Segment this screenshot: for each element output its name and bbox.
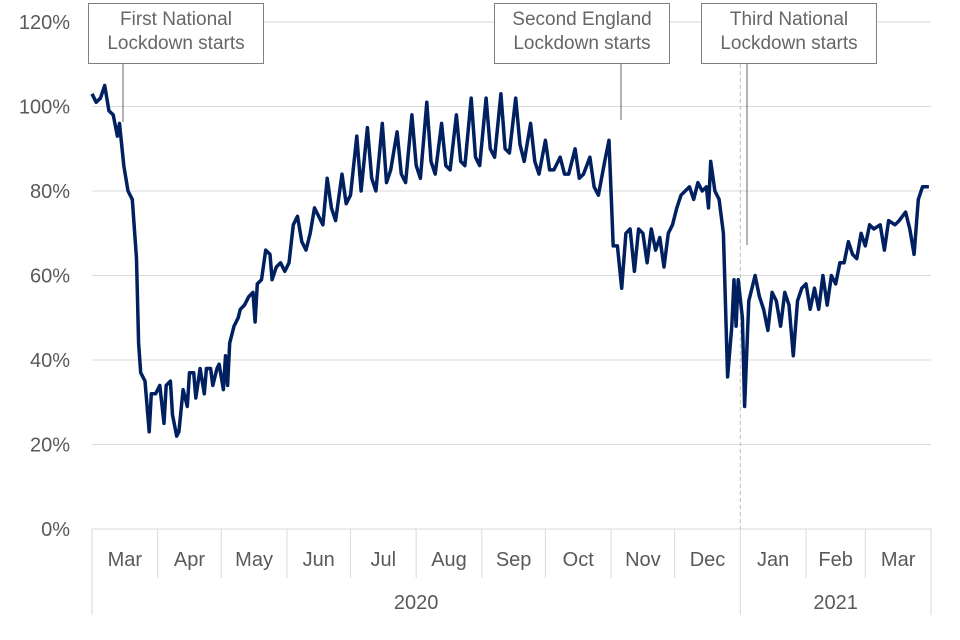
annotation-second-lockdown: Second England Lockdown starts	[494, 3, 670, 64]
y-tick-label: 0%	[41, 519, 70, 541]
x-month-label: Apr	[174, 549, 205, 571]
x-month-label: Jul	[371, 549, 397, 571]
annotation-third-lockdown: Third National Lockdown starts	[701, 3, 877, 64]
y-tick-label: 20%	[30, 435, 70, 457]
series-line	[90, 83, 929, 438]
annotation-first-lockdown: First National Lockdown starts	[88, 3, 264, 64]
x-month-label: Nov	[625, 549, 661, 571]
x-month-label: Dec	[690, 549, 726, 571]
annotation-text: Lockdown starts	[513, 33, 651, 54]
y-axis: 0% 20% 40% 60% 80% 100% 120%	[19, 12, 70, 541]
y-tick-label: 100%	[19, 97, 70, 119]
x-year-label: 2020	[394, 592, 439, 614]
x-month-label: Jun	[303, 549, 335, 571]
annotation-text: Second England	[512, 9, 652, 30]
x-month-label: Mar	[881, 549, 916, 571]
x-month-label: Mar	[108, 549, 143, 571]
x-month-label: Oct	[563, 549, 595, 571]
x-month-label: Sep	[496, 549, 532, 571]
annotation-text: Third National	[729, 9, 849, 30]
x-year-label: 2021	[813, 592, 858, 614]
gridlines	[92, 21, 931, 530]
y-tick-label: 80%	[30, 181, 70, 203]
x-axis: Mar Apr May Jun Jul Aug Sep Oct Nov Dec Jan Feb Mar 2…	[91, 529, 932, 615]
x-month-label: Jan	[757, 549, 789, 571]
annotation-leaders	[122, 64, 748, 529]
y-tick-label: 120%	[19, 12, 70, 34]
annotation-text: Lockdown starts	[720, 33, 858, 54]
annotation-text: Lockdown starts	[107, 33, 245, 54]
x-month-label: Feb	[818, 549, 852, 571]
x-month-label: May	[235, 549, 273, 571]
y-tick-label: 60%	[30, 266, 70, 288]
y-tick-label: 40%	[30, 350, 70, 372]
x-month-label: Aug	[431, 549, 467, 571]
annotation-text: First National	[120, 9, 232, 30]
